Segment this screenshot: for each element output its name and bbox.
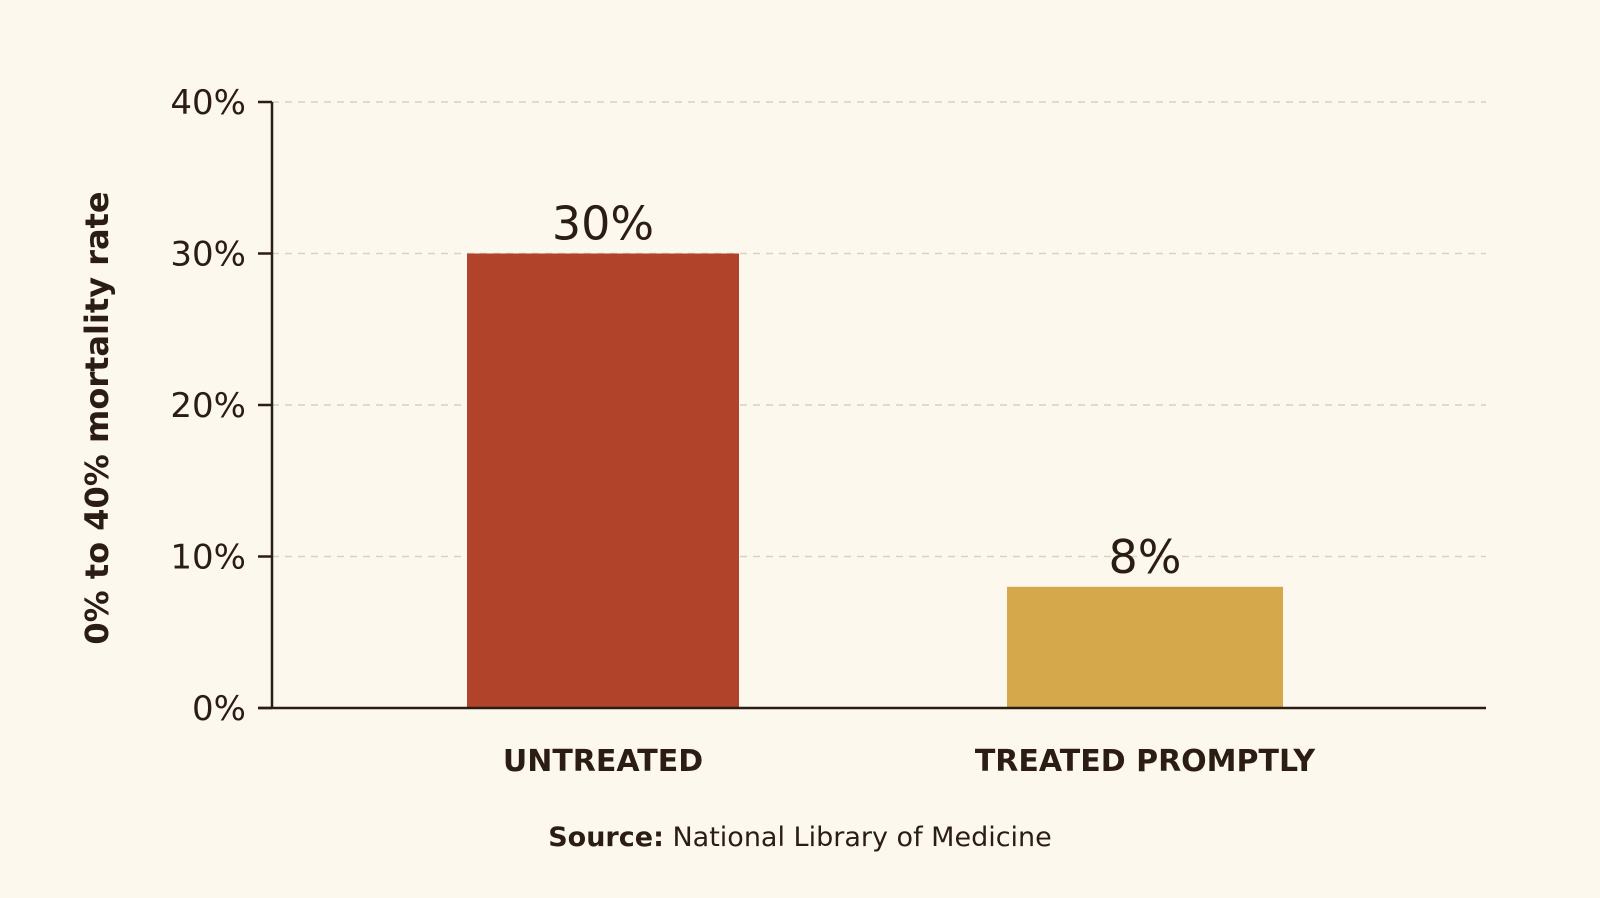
y-tick-labels: 0% 10% 20% 30% 40% [170,83,272,729]
bars [467,253,1283,708]
data-labels: 30% 8% [552,197,1182,584]
category-label: TREATED PROMPTLY [975,744,1317,779]
y-tick-label: 20% [170,386,246,426]
source-value: National Library of Medicine [672,822,1052,853]
y-tick-label: 30% [170,235,246,275]
y-tick-label: 40% [170,83,246,123]
y-tick-label: 0% [192,689,246,729]
y-tick-label: 10% [170,538,246,578]
source-note: Source: National Library of Medicine [0,822,1600,853]
source-key: Source: [548,822,664,853]
bar [467,253,739,708]
data-label: 30% [552,197,654,251]
category-label: UNTREATED [503,744,703,779]
gridlines [272,101,1486,558]
bar [1007,586,1283,708]
y-axis-title: 0% to 40% mortality rate [78,191,116,644]
data-label: 8% [1109,530,1182,584]
category-labels: UNTREATED TREATED PROMPTLY [503,744,1317,779]
